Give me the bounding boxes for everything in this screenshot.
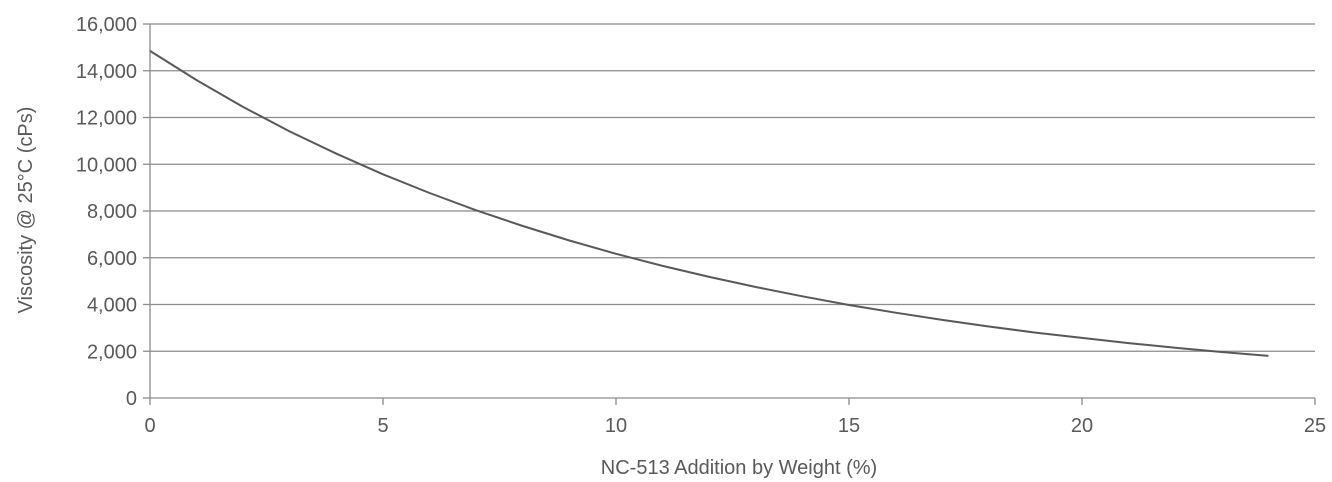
x-tick-label: 0 (144, 415, 155, 437)
series-line (149, 50, 1269, 357)
x-tick-label: 20 (1071, 415, 1093, 437)
x-tick-labels: 0 5 10 15 20 25 (144, 415, 1326, 437)
y-tick-label: 12,000 (76, 108, 137, 130)
x-tick-label: 5 (377, 415, 388, 437)
gridlines (150, 23, 1315, 352)
y-tick-label: 10,000 (76, 154, 137, 176)
y-tick-label: 2,000 (87, 341, 137, 363)
x-tick-label: 15 (838, 415, 860, 437)
x-tick-label: 25 (1304, 415, 1326, 437)
y-tick-label: 4,000 (87, 295, 137, 317)
series-group (149, 50, 1269, 357)
y-tick-label: 0 (126, 388, 137, 410)
y-tick-label: 6,000 (87, 248, 137, 270)
y-tick-label: 16,000 (76, 14, 137, 36)
y-tick-label: 8,000 (87, 201, 137, 223)
y-axis-title: Viscosity @ 25°C (cPs) (15, 107, 37, 314)
y-tick-labels: 0 2,000 4,000 6,000 8,000 10,000 12,000 14,000 1… (76, 14, 137, 410)
y-tick-label: 14,000 (76, 61, 137, 83)
axes (143, 23, 1316, 405)
x-tick-label: 10 (605, 415, 627, 437)
x-axis-title: NC-513 Addition by Weight (%) (601, 457, 877, 479)
